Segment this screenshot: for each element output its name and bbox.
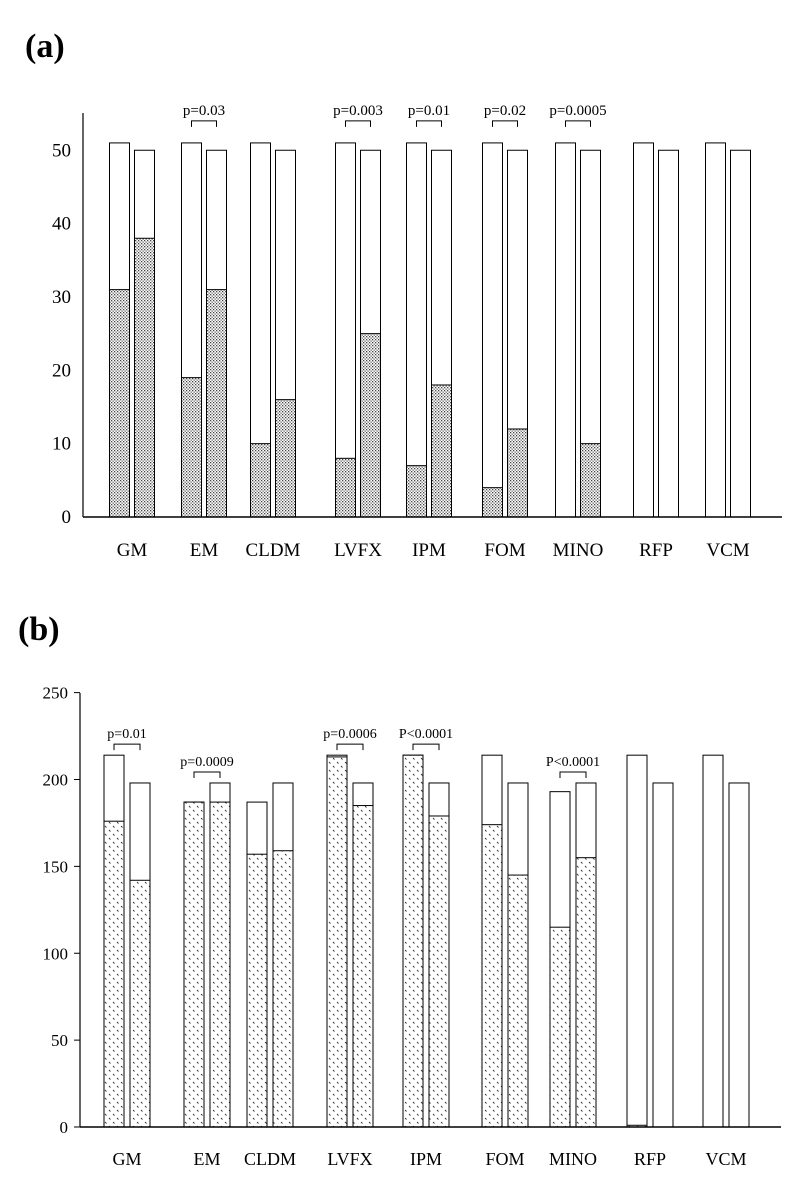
y-tick-label: 50: [51, 1031, 68, 1050]
bar-shaded: [360, 333, 381, 518]
bar-shaded: [481, 824, 503, 1128]
x-tick-label: IPM: [412, 540, 446, 561]
bar-shaded: [335, 457, 356, 518]
x-tick-label: CLDM: [244, 1149, 296, 1169]
bar-shaded: [326, 756, 348, 1128]
pvalue-label: P<0.0001: [399, 727, 453, 742]
pvalue-bracket: [345, 120, 371, 127]
bar-shaded: [428, 815, 450, 1128]
bar-shaded: [507, 428, 528, 518]
x-tick-label: FOM: [484, 540, 525, 561]
x-tick-label: GM: [117, 540, 148, 561]
pvalue-bracket: [113, 743, 141, 751]
bar-shaded: [406, 465, 427, 518]
panel-b-chart: 0 50 100 150 200 250 GM EM CLDM LVFX IPM FOM MINO RFP…: [43, 684, 781, 1169]
bar-shaded: [103, 820, 125, 1128]
pvalue-label: p=0.03: [183, 103, 225, 119]
y-tick-label: 40: [52, 214, 71, 235]
bar-total: [555, 142, 576, 518]
y-tick-label: 30: [52, 287, 71, 308]
bar-shaded: [109, 289, 130, 518]
x-tick-label: MINO: [549, 1149, 597, 1169]
bar-shaded: [352, 805, 374, 1128]
y-tick-label: 0: [60, 1118, 69, 1137]
bar-shaded: [275, 399, 296, 518]
panel-b-label: (b): [18, 611, 60, 648]
pvalue-label: p=0.003: [333, 103, 383, 119]
bar-shaded: [129, 879, 151, 1128]
y-tick-label: 150: [43, 857, 69, 876]
bar-shaded: [431, 384, 452, 518]
bar-total: [702, 754, 724, 1128]
pvalue-bracket: [336, 743, 364, 751]
bar-shaded: [134, 237, 155, 518]
bar-shaded: [183, 801, 205, 1128]
bar-shaded: [250, 443, 271, 518]
y-tick-label: 250: [43, 684, 69, 703]
y-tick-label: 10: [52, 434, 71, 455]
x-tick-label: IPM: [410, 1149, 442, 1169]
bar-shaded: [272, 850, 294, 1128]
bar-shaded: [209, 801, 231, 1128]
bar-shaded: [181, 377, 202, 518]
x-tick-label: MINO: [553, 540, 604, 561]
pvalue-label: p=0.02: [484, 103, 526, 119]
bar-shaded: [206, 289, 227, 518]
pvalue-label: p=0.0009: [180, 755, 233, 770]
x-tick-label: RFP: [634, 1149, 666, 1169]
pvalue-label: p=0.01: [107, 727, 146, 742]
x-tick-label: EM: [194, 1149, 221, 1169]
pvalue-label: p=0.0006: [323, 727, 376, 742]
pvalue-bracket: [492, 120, 518, 127]
pvalue-label: P<0.0001: [546, 755, 600, 770]
pvalue-label: p=0.01: [408, 103, 450, 119]
bar-shaded: [549, 926, 571, 1128]
bar-total: [705, 142, 726, 518]
x-tick-label: GM: [112, 1149, 141, 1169]
bar-shaded: [246, 853, 268, 1128]
bar-total: [730, 149, 751, 518]
bar-total: [482, 142, 503, 518]
y-tick-label: 50: [52, 140, 71, 161]
bar-total: [633, 142, 654, 518]
y-tick-label: 0: [62, 507, 72, 528]
bar-total: [626, 754, 648, 1128]
bar-shaded: [575, 857, 597, 1128]
x-tick-label: VCM: [705, 1149, 746, 1169]
pvalue-bracket: [412, 743, 440, 751]
bar-shaded: [580, 443, 601, 518]
pvalue-bracket: [565, 120, 591, 127]
bar-shaded: [482, 487, 503, 518]
x-tick-label: VCM: [706, 540, 749, 561]
pvalue-bracket: [416, 120, 442, 127]
y-tick-label: 100: [43, 944, 69, 963]
y-tick-label: 200: [43, 771, 69, 790]
bar-total: [658, 149, 679, 518]
bar-total: [728, 782, 750, 1128]
x-tick-label: LVFX: [334, 540, 382, 561]
pvalue-label: p=0.0005: [549, 103, 606, 119]
pvalue-bracket: [559, 771, 587, 778]
y-tick-label: 20: [52, 360, 71, 381]
x-tick-label: LVFX: [327, 1149, 372, 1169]
bar-shaded: [402, 754, 424, 1128]
x-tick-label: FOM: [485, 1149, 524, 1169]
pvalue-bracket: [193, 771, 221, 778]
pvalue-bracket: [191, 120, 217, 127]
x-tick-label: RFP: [639, 540, 673, 561]
x-tick-label: CLDM: [246, 540, 301, 561]
x-tick-label: EM: [190, 540, 219, 561]
panel-a-label: (a): [25, 28, 65, 65]
bar-total: [406, 142, 427, 518]
bar-total: [652, 782, 674, 1128]
panel-a-chart: 0 10 20 30 40 50 GM EM CLDM LVFX IPM FOM MINO RFP VCM p…: [52, 103, 782, 561]
bar-shaded: [507, 874, 529, 1128]
